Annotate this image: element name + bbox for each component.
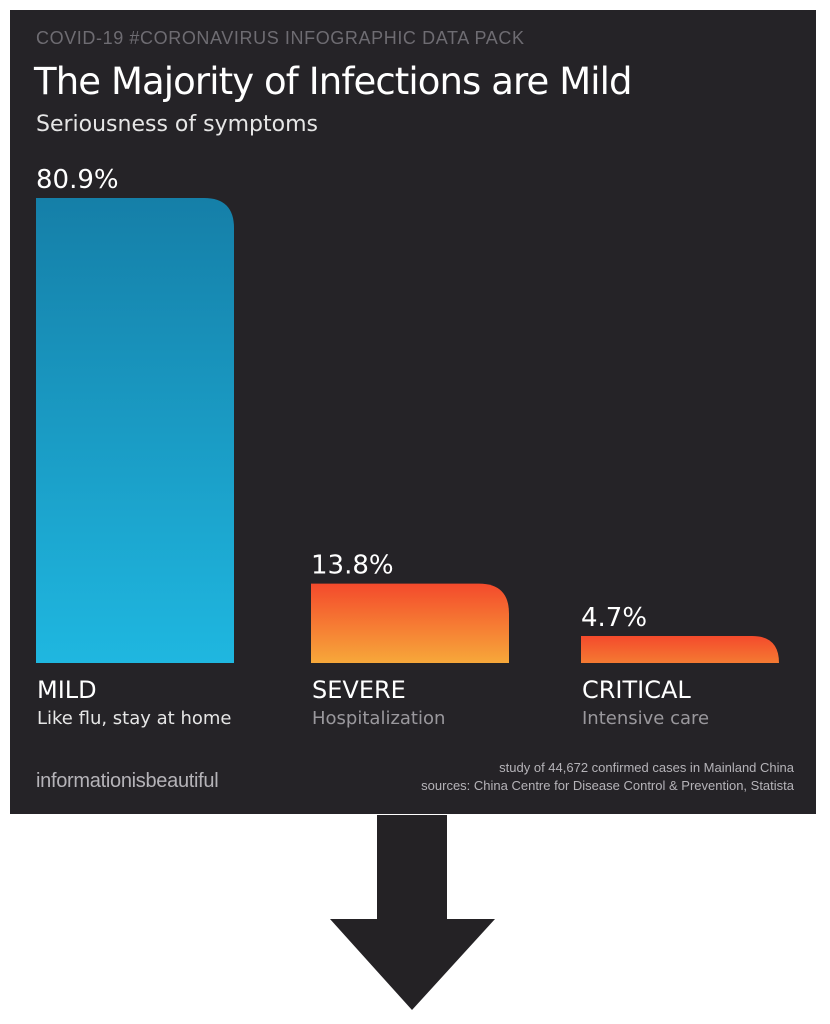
overtitle: COVID-19 #CORONAVIRUS INFOGRAPHIC DATA P… <box>36 28 525 48</box>
value-label-severe: 13.8% <box>311 551 394 581</box>
bar-severe <box>311 583 509 663</box>
category-description-critical: Intensive care <box>582 708 709 729</box>
sources-note: sources: China Centre for Disease Contro… <box>421 778 794 793</box>
category-label-critical: CRITICAL <box>582 676 691 704</box>
study-note: study of 44,672 confirmed cases in Mainl… <box>499 760 794 775</box>
bar-chart: 80.9% MILD Like flu, stay at home 13.8% SEVE… <box>36 165 779 729</box>
category-description-mild: Like flu, stay at home <box>37 708 231 729</box>
category-label-mild: MILD <box>37 676 97 704</box>
chart-title: The Majority of Infections are Mild <box>34 60 633 103</box>
bar-mild <box>36 198 234 663</box>
category-label-severe: SEVERE <box>312 676 406 704</box>
infographic-panel: COVID-19 #CORONAVIRUS INFOGRAPHIC DATA P… <box>10 10 816 814</box>
chart-subtitle: Seriousness of symptoms <box>36 112 318 137</box>
value-label-critical: 4.7% <box>581 603 647 633</box>
brand-logo-text: informationisbeautiful <box>36 770 219 792</box>
bar-critical <box>581 635 779 663</box>
category-description-severe: Hospitalization <box>312 708 445 729</box>
value-label-mild: 80.9% <box>36 165 119 195</box>
